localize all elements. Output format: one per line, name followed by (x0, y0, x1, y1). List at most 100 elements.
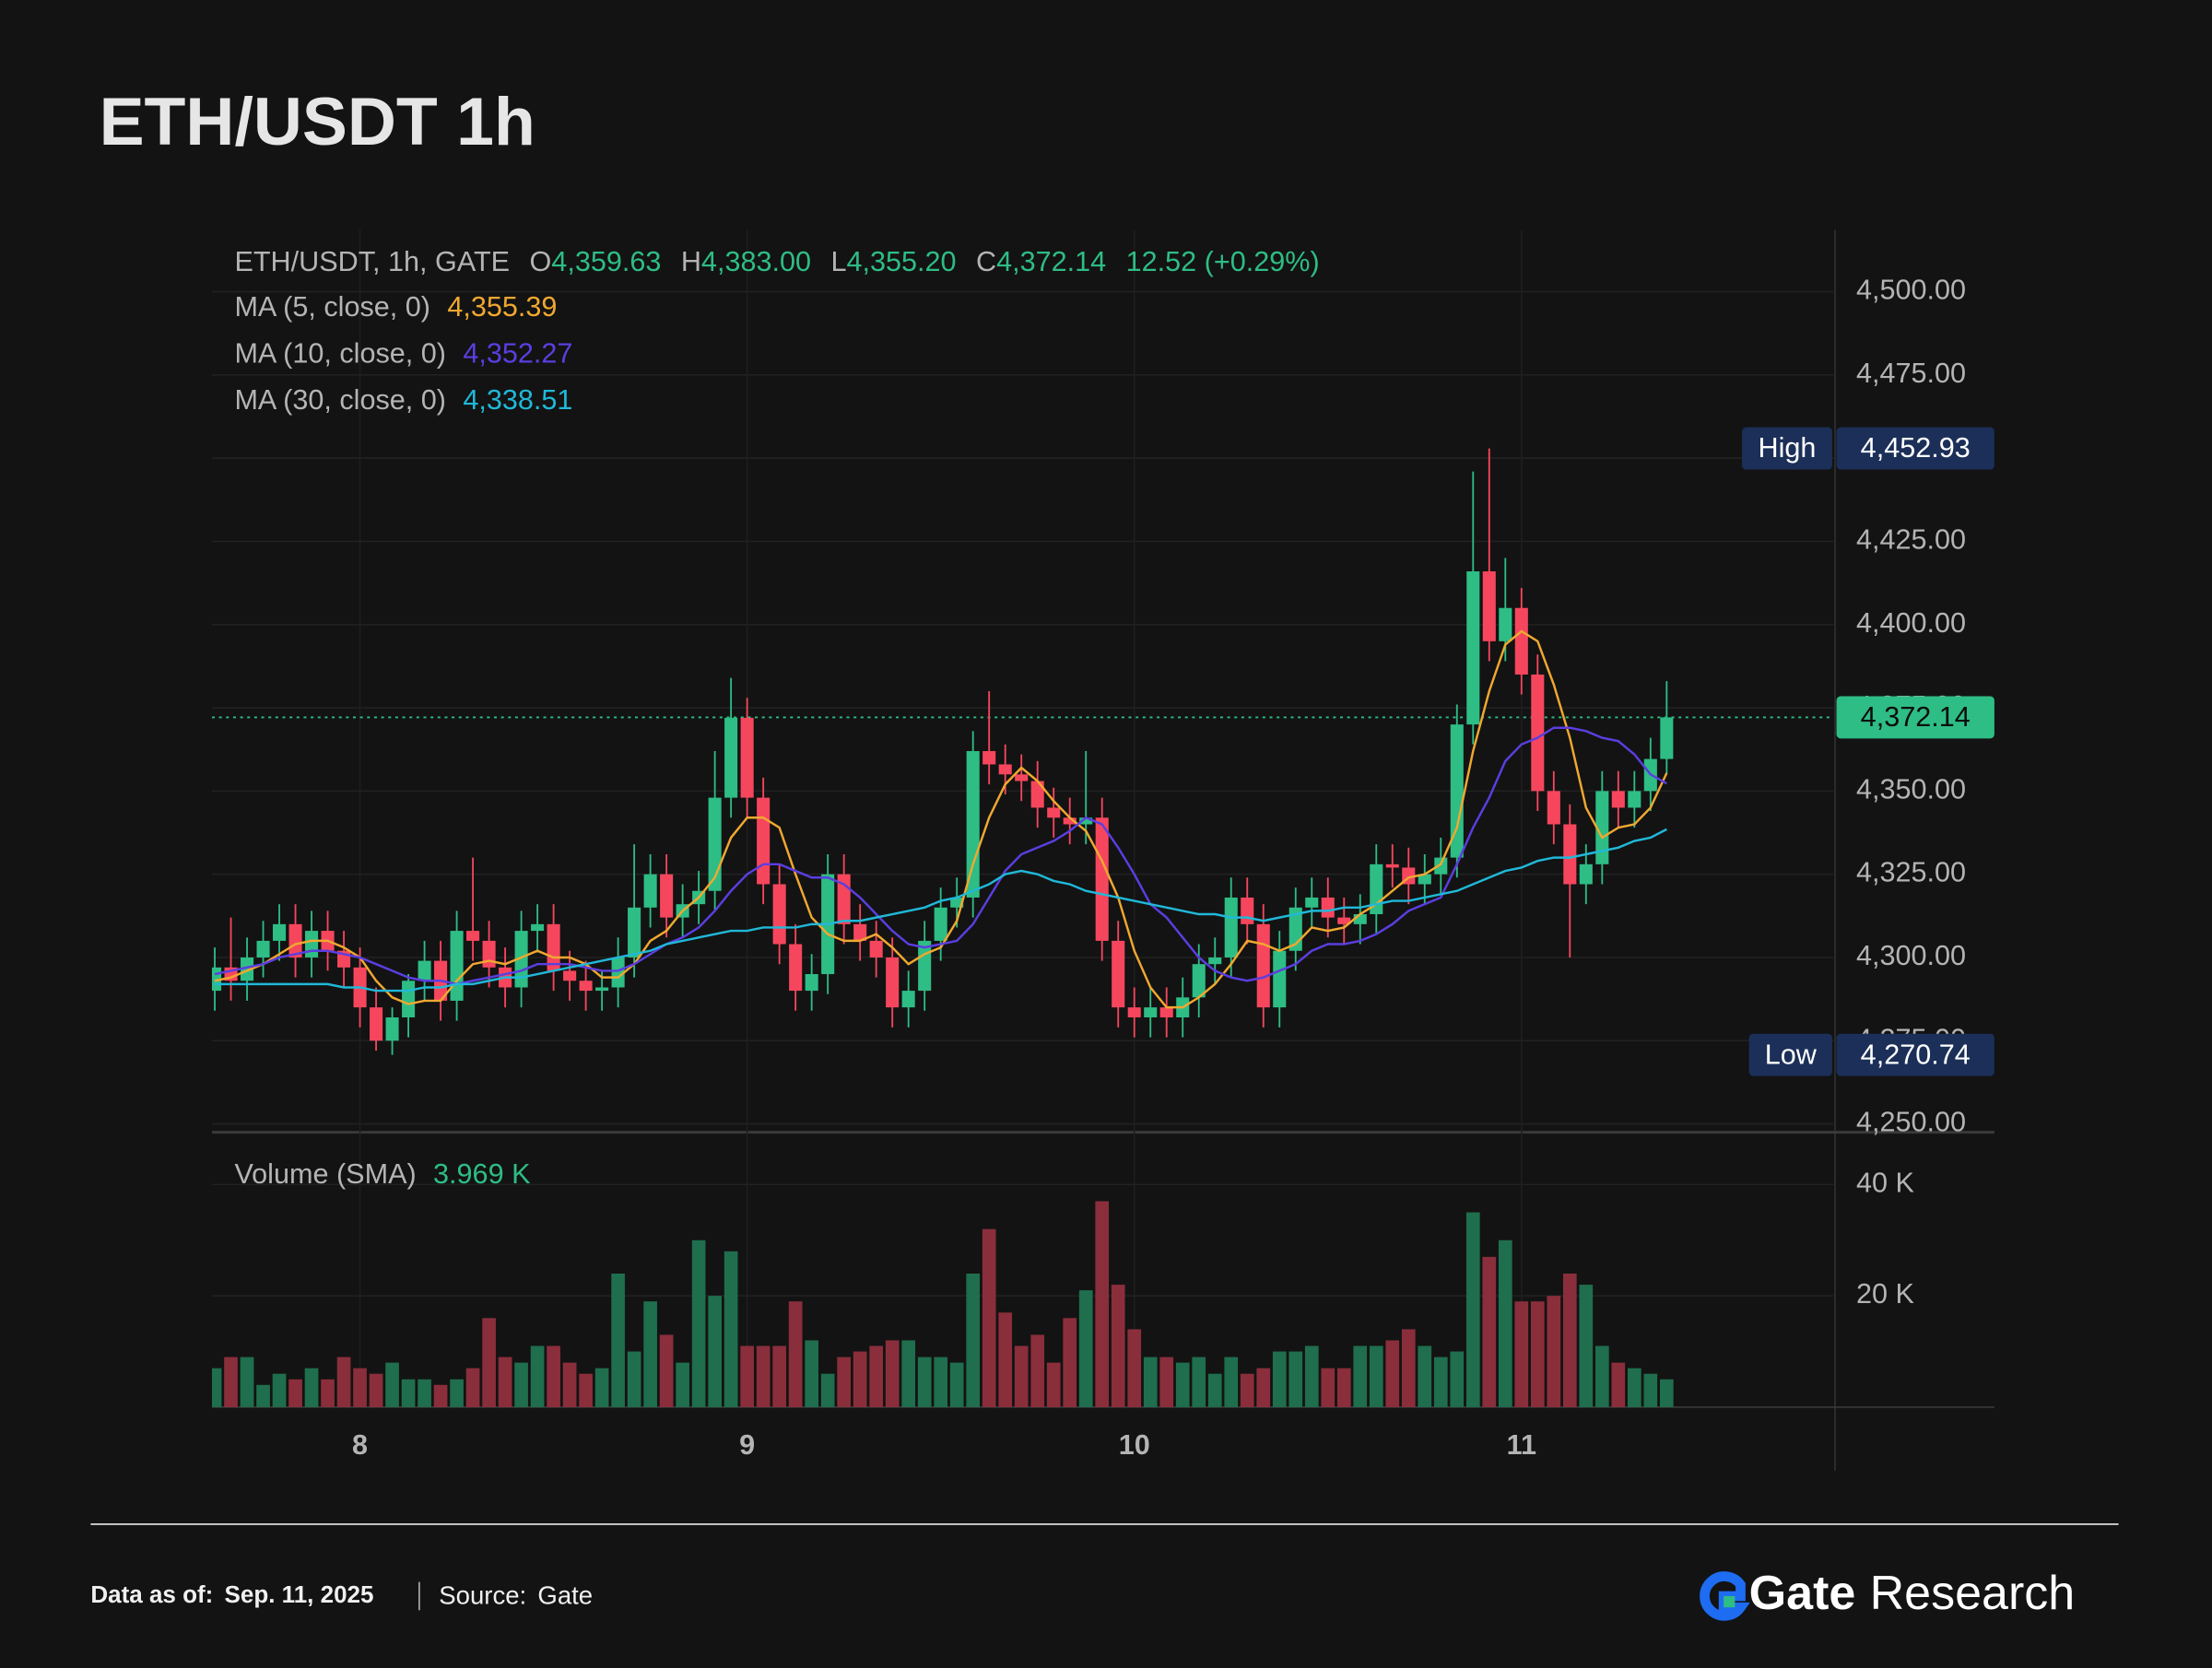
volume-name: Volume (SMA) (234, 1158, 416, 1190)
change: 12.52 (+0.29%) (1126, 246, 1320, 277)
volume-bar (1224, 1357, 1239, 1407)
candle-body (805, 974, 818, 992)
source: Gate (537, 1581, 593, 1610)
candle-body (531, 923, 545, 932)
volume-bar (1385, 1340, 1400, 1407)
volume-bar (1063, 1318, 1077, 1407)
volume-bar (1547, 1296, 1561, 1407)
candle-body (1112, 940, 1125, 1008)
candle-body (1256, 923, 1270, 1008)
volume-bar (820, 1373, 835, 1407)
volume-bar (885, 1340, 900, 1407)
ma-line (214, 629, 1668, 1009)
candle-body (1273, 950, 1287, 1008)
volume-sma: 3.969 K (433, 1158, 531, 1190)
ma-legend: MA (5, close, 0) 4,355.39 (234, 291, 557, 323)
volume-tick-label: 20 K (1856, 1278, 1915, 1310)
volume-bar (1450, 1351, 1465, 1407)
x-tick-label: 10 (1119, 1429, 1150, 1461)
candle-body (563, 970, 577, 981)
volume-bar (1127, 1329, 1142, 1407)
volume-bar (966, 1274, 981, 1407)
volume-bar (1369, 1345, 1383, 1407)
volume-bar (1611, 1362, 1626, 1407)
candle-body (385, 1016, 399, 1041)
volume-bar (1401, 1329, 1416, 1407)
brand-name: Gate (1749, 1567, 1856, 1620)
candle-body (1079, 817, 1093, 825)
candle-body (757, 797, 771, 885)
candle-body (1192, 964, 1206, 998)
volume-bar (288, 1379, 302, 1407)
candle-body (1595, 791, 1609, 864)
volume-bar (482, 1318, 496, 1407)
candle-body (966, 751, 980, 898)
candle-body (482, 940, 496, 968)
volume-bar (353, 1368, 367, 1407)
volume-bar (547, 1345, 560, 1407)
footer-date: Data as of: Sep. 11, 2025 (90, 1580, 373, 1608)
candle-body (547, 923, 560, 971)
volume-bar (1192, 1357, 1206, 1407)
candle-body (288, 923, 302, 957)
volume-bar (369, 1373, 383, 1407)
badge-value-bg (1836, 427, 1994, 470)
volume-bar (676, 1362, 689, 1407)
candle-body (901, 991, 915, 1008)
y-tick-label: 4,300.00 (1856, 940, 1966, 971)
volume-tick-label: 40 K (1856, 1167, 1915, 1198)
volume-bar (1272, 1351, 1287, 1407)
badge-label: High (1759, 432, 1817, 464)
candle-body (1563, 824, 1577, 885)
ma-value: 4,352.27 (463, 338, 572, 370)
volume-bar (211, 1368, 222, 1407)
candle-body (1547, 791, 1560, 825)
volume-bar (1353, 1345, 1368, 1407)
volume-bar (1562, 1274, 1577, 1407)
volume-bar (256, 1384, 270, 1407)
candle-body (1531, 674, 1545, 792)
ohlc-value: 4,383.00 (701, 246, 811, 277)
volume-bar (1095, 1201, 1110, 1407)
volume-bar (949, 1362, 964, 1407)
volume-bar (708, 1296, 722, 1407)
candle-body (643, 874, 657, 908)
volume-bar (1159, 1357, 1174, 1407)
volume-bar (579, 1373, 593, 1407)
volume-bar (1659, 1379, 1674, 1407)
x-tick-label: 8 (352, 1429, 368, 1461)
volume-bar (1336, 1368, 1351, 1407)
volume-bar (418, 1379, 431, 1407)
source-label: Source: (439, 1581, 526, 1610)
candle-body (370, 1007, 383, 1041)
candle-body (724, 717, 738, 798)
ma-value: 4,338.51 (463, 384, 572, 416)
last-price-bg (1836, 696, 1994, 739)
candle-body (1450, 724, 1464, 858)
volume-bar (1418, 1345, 1432, 1407)
candle-body (660, 874, 674, 918)
volume-bar (1207, 1373, 1222, 1407)
volume-bar (611, 1274, 625, 1407)
candle-body (1660, 717, 1674, 759)
volume-bar (1078, 1290, 1093, 1407)
candle-body (1241, 897, 1254, 924)
volume-bar (659, 1334, 674, 1407)
candle-body (1418, 874, 1431, 885)
volume-bar (1643, 1373, 1658, 1407)
volume-bar (788, 1301, 803, 1407)
candle-body (402, 981, 416, 1017)
volume-bar (385, 1362, 399, 1407)
candle-body (772, 884, 786, 945)
y-tick-label: 4,425.00 (1856, 524, 1966, 556)
ohlc-key: H (681, 246, 701, 277)
volume-bar (498, 1357, 512, 1407)
candle-body (853, 923, 867, 941)
volume-bar (1143, 1357, 1158, 1407)
volume-bar (1514, 1301, 1529, 1407)
volume-bar (1175, 1362, 1190, 1407)
volume-bar (1046, 1362, 1061, 1407)
candle-body (1579, 863, 1593, 885)
volume-bar (1579, 1285, 1594, 1407)
volume-bar (1014, 1345, 1029, 1407)
